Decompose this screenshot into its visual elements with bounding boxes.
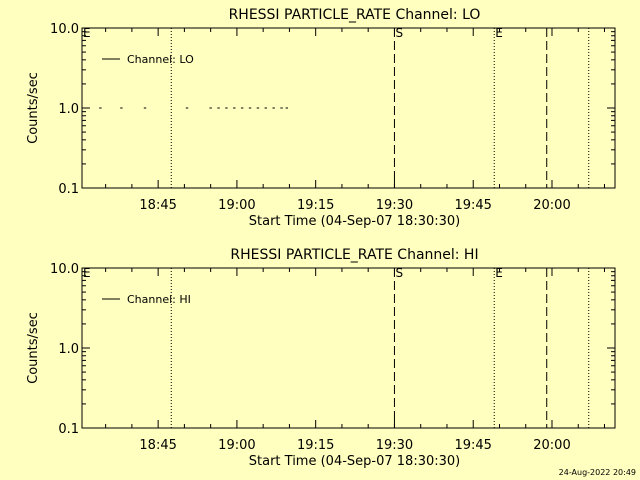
chart2-plot-frame — [81, 267, 616, 429]
chart2-title: RHESSI PARTICLE_RATE Channel: HI — [230, 247, 478, 263]
chart2-y-tick-label: 10.0 — [50, 262, 79, 277]
chart1-corner-label: E — [83, 26, 91, 40]
chart1-x-tick-label: 18:45 — [139, 198, 176, 213]
chart1-x-tick-label: 19:15 — [297, 198, 334, 213]
chart2-x-tick-label: 18:45 — [139, 438, 176, 453]
chart1-x-tick-label: 19:30 — [376, 198, 413, 213]
chart2-x-tick-label: 19:30 — [376, 438, 413, 453]
chart2-x-axis-label: Start Time (04-Sep-07 18:30:30) — [249, 454, 460, 469]
chart1-x-tick-label: 19:45 — [454, 198, 491, 213]
chart2-x-tick-label: 19:00 — [218, 438, 255, 453]
chart2-marker-label: E — [495, 266, 503, 280]
chart2-x-tick-label: 19:15 — [297, 438, 334, 453]
chart2-y-tick-label: 0.1 — [58, 422, 79, 437]
chart1-y-tick-label: 1.0 — [58, 102, 79, 117]
chart1-x-tick-label: 20:00 — [533, 198, 570, 213]
chart2-marker-label: S — [395, 266, 403, 280]
chart1-legend-label: Channel: LO — [127, 53, 194, 66]
chart1-y-axis-label: Counts/sec — [26, 72, 41, 144]
chart2-corner-label: E — [83, 266, 91, 280]
chart1-plot-frame — [81, 27, 616, 189]
chart2-y-tick-label: 1.0 — [58, 342, 79, 357]
chart2-x-tick-label: 20:00 — [533, 438, 570, 453]
chart1-y-tick-label: 0.1 — [58, 182, 79, 197]
chart1-y-tick-label: 10.0 — [50, 22, 79, 37]
chart2-y-axis-label: Counts/sec — [26, 312, 41, 384]
chart2-legend-label: Channel: HI — [127, 293, 191, 306]
chart2-x-tick-label: 19:45 — [454, 438, 491, 453]
chart1-x-axis-label: Start Time (04-Sep-07 18:30:30) — [249, 214, 460, 229]
footer-timestamp: 24-Aug-2022 20:49 — [559, 468, 636, 477]
chart1-title: RHESSI PARTICLE_RATE Channel: LO — [229, 7, 481, 23]
chart1-marker-label: S — [395, 26, 403, 40]
chart1-marker-label: E — [495, 26, 503, 40]
chart1-x-tick-label: 19:00 — [218, 198, 255, 213]
